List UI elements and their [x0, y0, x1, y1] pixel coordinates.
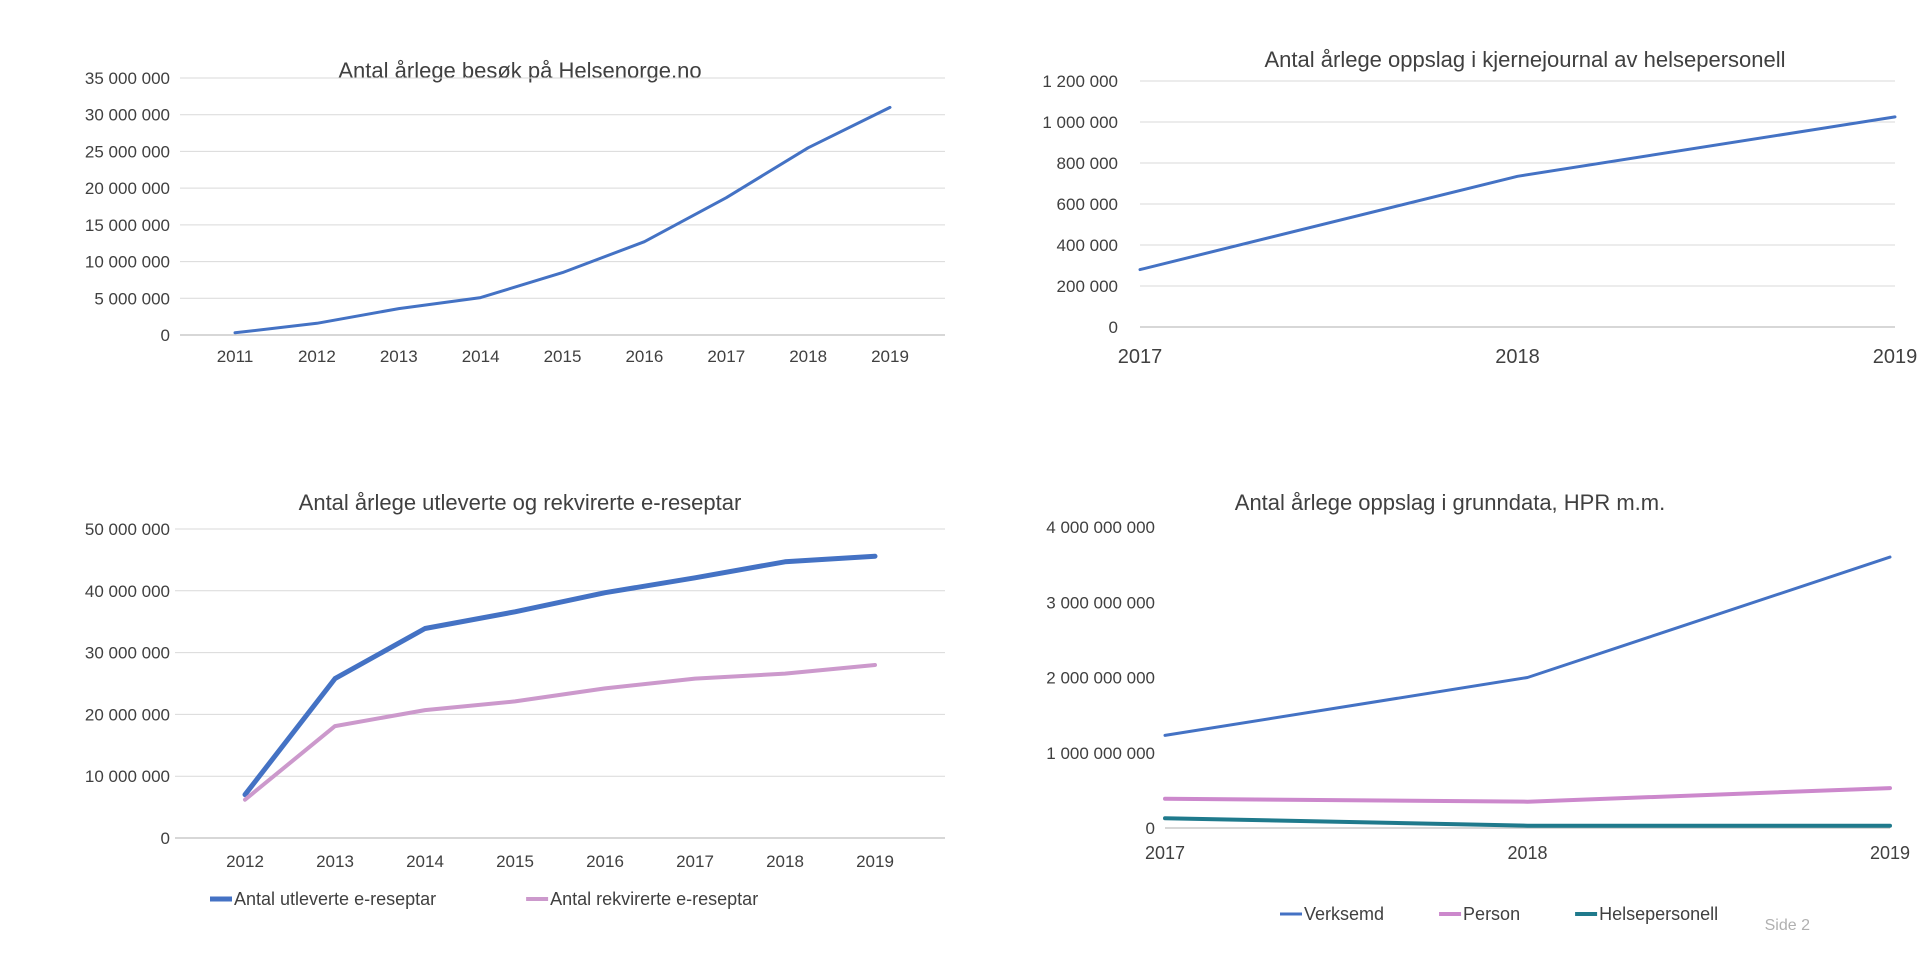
y-tick-label: 0 [161, 829, 170, 848]
chart-title: Antal årlege oppslag i grunndata, HPR m.… [1235, 490, 1665, 515]
chart-grunndata-lookups: Antal årlege oppslag i grunndata, HPR m.… [1000, 485, 1920, 955]
y-tick-label: 10 000 000 [85, 767, 170, 786]
chart-e-prescriptions: Antal årlege utleverte og rekvirerte e-r… [0, 465, 990, 955]
x-tick-label: 2018 [789, 347, 827, 366]
y-tick-label: 3 000 000 000 [1046, 593, 1155, 612]
x-tick-label: 2015 [496, 852, 534, 871]
y-tick-label: 20 000 000 [85, 179, 170, 198]
y-tick-label: 4 000 000 000 [1046, 518, 1155, 537]
x-tick-label: 2016 [586, 852, 624, 871]
y-tick-label: 0 [1146, 819, 1155, 838]
y-tick-label: 10 000 000 [85, 253, 170, 272]
x-tick-label: 2018 [1495, 346, 1540, 368]
chart-svg: Antal årlege utleverte og rekvirerte e-r… [85, 490, 945, 909]
chart-svg: Antal årlege oppslag i grunndata, HPR m.… [1046, 490, 1910, 924]
y-tick-label: 1 200 000 [1042, 72, 1118, 91]
series-line [243, 663, 877, 802]
x-tick-label: 2017 [707, 347, 745, 366]
x-tick-label: 2017 [1118, 346, 1163, 368]
chart-title: Antal årlege utleverte og rekvirerte e-r… [299, 490, 742, 515]
x-tick-label: 2017 [676, 852, 714, 871]
x-tick-label: 2017 [1145, 843, 1185, 863]
x-tick-label: 2019 [1870, 843, 1910, 863]
chart-helsenorge-visits: Antal årlege besøk på Helsenorge.no 0 5 00… [0, 58, 980, 460]
y-tick-label: 30 000 000 [85, 106, 170, 125]
y-tick-label: 800 000 [1057, 154, 1118, 173]
x-tick-label: 2016 [625, 347, 663, 366]
y-tick-label: 35 000 000 [85, 69, 170, 88]
y-tick-label: 2 000 000 000 [1046, 669, 1155, 688]
y-tick-label: 1 000 000 [1042, 113, 1118, 132]
series-line [242, 553, 878, 798]
legend-entry: Antal utleverte e-reseptar [234, 889, 436, 909]
chart-svg: Antal årlege besøk på Helsenorge.no 0 5 00… [85, 58, 945, 366]
x-tick-label: 2013 [316, 852, 354, 871]
chart-title: Antal årlege oppslag i kjernejournal av … [1265, 47, 1786, 72]
x-tick-label: 2012 [226, 852, 264, 871]
y-tick-label: 30 000 000 [85, 644, 170, 663]
series-line [1163, 786, 1892, 804]
x-tick-label: 2019 [856, 852, 894, 871]
chart-title: Antal årlege besøk på Helsenorge.no [338, 58, 701, 83]
legend-entry: Antal rekvirerte e-reseptar [550, 889, 758, 909]
legend-entry: Helsepersonell [1599, 904, 1718, 924]
series-line [233, 105, 892, 335]
y-tick-label: 20 000 000 [85, 705, 170, 724]
series-line [1138, 115, 1897, 272]
y-tick-label: 0 [1109, 318, 1118, 337]
y-tick-label: 400 000 [1057, 236, 1118, 255]
y-tick-label: 15 000 000 [85, 216, 170, 235]
y-tick-label: 50 000 000 [85, 520, 170, 539]
series-line [1163, 816, 1892, 828]
x-tick-label: 2019 [871, 347, 909, 366]
x-tick-label: 2011 [217, 347, 254, 366]
x-tick-label: 2015 [544, 347, 582, 366]
y-tick-label: 0 [161, 326, 170, 345]
x-tick-label: 2012 [298, 347, 336, 366]
x-tick-label: 2018 [1507, 843, 1547, 863]
chart-kjernejournal-lookups: Antal årlege oppslag i kjernejournal av … [1000, 45, 1920, 465]
x-tick-label: 2014 [406, 852, 444, 871]
y-tick-label: 25 000 000 [85, 142, 170, 161]
x-tick-label: 2013 [380, 347, 418, 366]
legend-entry: Verksemd [1304, 904, 1384, 924]
x-tick-label: 2019 [1873, 346, 1918, 368]
y-tick-label: 1 000 000 000 [1046, 744, 1155, 763]
x-tick-label: 2018 [766, 852, 804, 871]
y-tick-label: 5 000 000 [94, 289, 170, 308]
y-tick-label: 600 000 [1057, 195, 1118, 214]
x-tick-label: 2014 [462, 347, 500, 366]
y-tick-label: 200 000 [1057, 277, 1118, 296]
chart-svg: Antal årlege oppslag i kjernejournal av … [1042, 47, 1918, 368]
y-tick-label: 40 000 000 [85, 582, 170, 601]
legend-entry: Person [1463, 904, 1520, 924]
series-line [1163, 555, 1892, 737]
page-number: Side 2 [1764, 917, 1810, 934]
